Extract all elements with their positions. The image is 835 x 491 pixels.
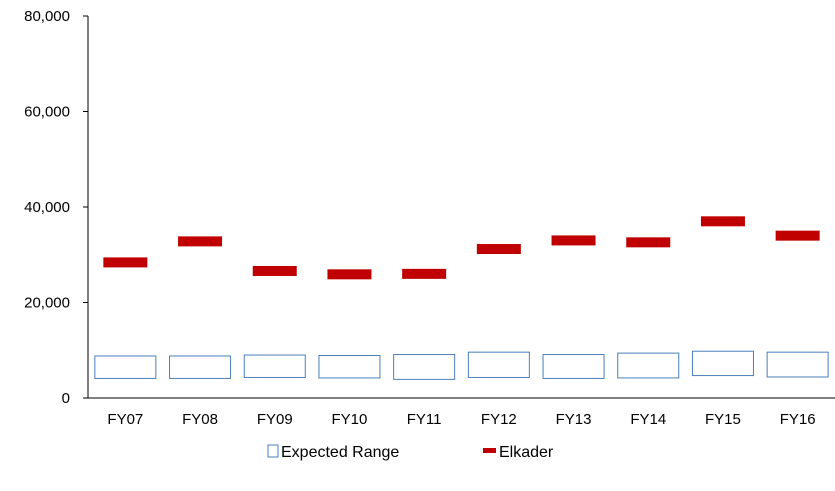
elkader-marker [252,265,297,276]
expected-range-box [467,351,530,378]
x-tick-label: FY13 [556,411,592,428]
legend: Expected Range Elkader [267,444,554,461]
expected-range-box [243,354,306,378]
y-tick-label: 60,000 [24,104,70,121]
x-tick-label: FY16 [780,411,816,428]
elkader-marker [775,230,820,241]
legend-label-elkader: Elkader [499,444,554,461]
expected-range-box [169,355,232,379]
expected-range-box [318,355,381,379]
expected-range-series [94,350,829,380]
expected-range-box [691,350,754,377]
y-tick-label: 20,000 [24,295,70,312]
x-tick-label: FY10 [332,411,368,428]
elkader-series [103,216,820,280]
elkader-marker [700,216,745,227]
x-tick-label: FY09 [257,411,293,428]
x-tick-label: FY15 [705,411,741,428]
y-tick-label: 80,000 [24,8,70,25]
elkader-marker [178,236,223,247]
legend-swatch-expected-range [267,444,279,458]
y-tick-label: 0 [62,390,70,407]
x-axis-labels: FY07 FY08 FY09 FY10 FY11 FY12 FY13 FY14 FY15 FY16 [107,411,815,428]
elkader-marker [103,257,148,268]
elkader-marker [626,237,671,248]
elkader-marker [551,235,596,246]
elkader-marker [327,269,372,280]
axes [83,15,835,399]
y-axis-labels: 0 20,000 40,000 60,000 80,000 [24,8,70,407]
expected-range-box [766,351,829,378]
legend-label-expected-range: Expected Range [281,444,399,461]
elkader-marker [476,244,521,255]
y-tick-label: 40,000 [24,199,70,216]
x-tick-label: FY08 [182,411,218,428]
elkader-marker [402,268,447,279]
legend-swatch-elkader [483,448,496,453]
x-tick-label: FY14 [630,411,666,428]
expected-range-box [617,352,680,379]
expected-range-box [542,354,605,379]
x-tick-label: FY11 [407,411,442,428]
expected-range-box [94,355,157,379]
x-tick-label: FY07 [107,411,143,428]
expected-range-box [393,354,456,380]
x-tick-label: FY12 [481,411,517,428]
